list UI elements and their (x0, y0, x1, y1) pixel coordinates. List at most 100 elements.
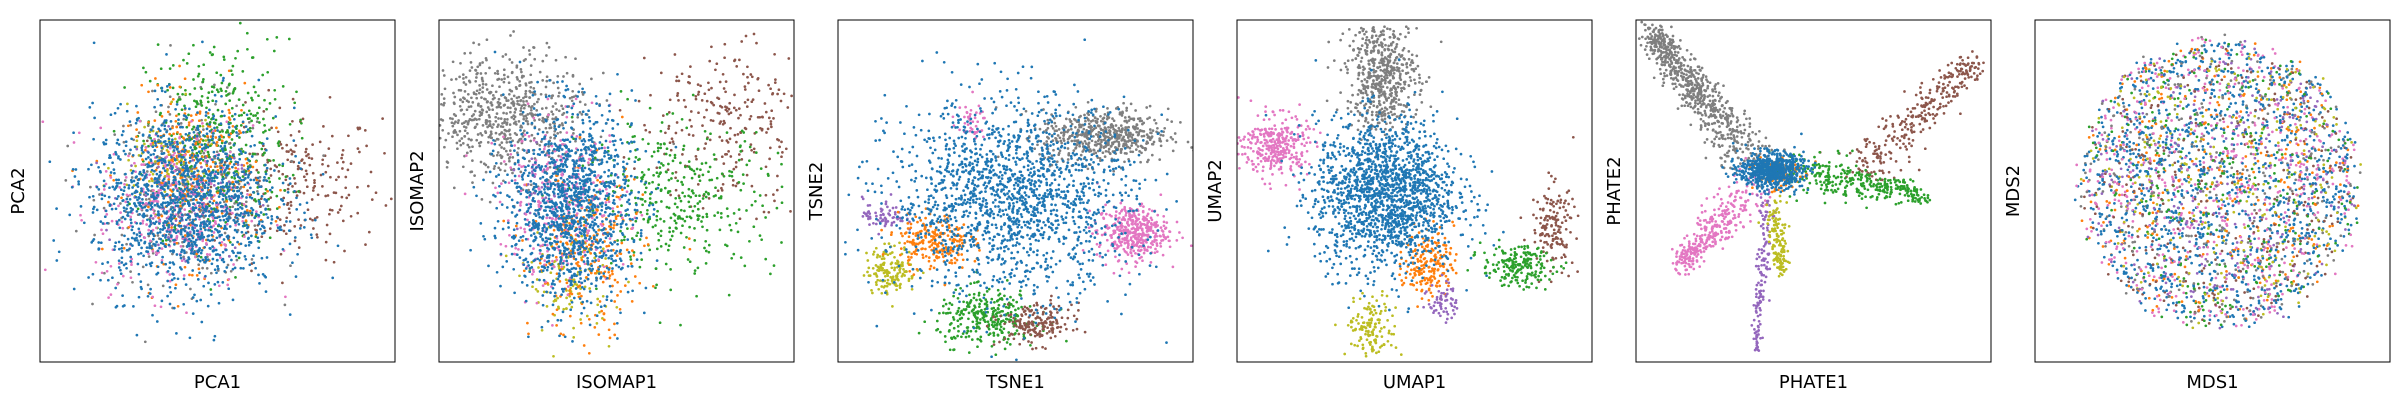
point (313, 184, 317, 188)
point (215, 88, 219, 92)
point (246, 181, 250, 185)
point (262, 110, 266, 113)
point (719, 212, 723, 215)
point (746, 75, 749, 79)
point (126, 102, 129, 106)
point (165, 53, 168, 56)
point (293, 177, 296, 180)
point (701, 124, 704, 127)
point (512, 117, 516, 121)
point (163, 174, 167, 178)
point (144, 148, 147, 152)
point (469, 170, 473, 174)
point (237, 189, 241, 193)
point (254, 114, 258, 117)
point (474, 92, 478, 96)
point (611, 248, 615, 252)
point (232, 163, 236, 166)
point (703, 147, 706, 150)
point (136, 239, 139, 242)
point (321, 172, 325, 176)
point (545, 79, 549, 83)
point (579, 321, 583, 325)
point (256, 239, 260, 243)
point (752, 147, 756, 151)
point (204, 143, 208, 147)
point (159, 140, 162, 143)
point (526, 120, 529, 123)
point (284, 295, 287, 299)
point (120, 233, 124, 237)
point (260, 235, 264, 239)
point (92, 137, 95, 141)
point (149, 287, 152, 291)
point (469, 51, 472, 55)
point (256, 111, 259, 115)
point (442, 74, 446, 77)
point (136, 262, 140, 266)
point (210, 179, 214, 183)
point (236, 49, 240, 53)
point (272, 159, 275, 162)
point (129, 259, 133, 263)
point (497, 117, 500, 120)
point (247, 243, 251, 247)
point (507, 129, 511, 133)
point (184, 161, 188, 165)
point (580, 90, 584, 94)
point (184, 164, 187, 167)
point (233, 196, 237, 199)
point (468, 69, 472, 72)
point (439, 136, 442, 140)
point (559, 332, 563, 336)
point (725, 207, 729, 210)
point (222, 55, 226, 59)
point (488, 108, 491, 111)
point (257, 222, 261, 226)
point (162, 140, 166, 144)
point (503, 121, 506, 124)
point (780, 155, 783, 159)
point (207, 281, 210, 285)
point (175, 234, 179, 238)
axes-frame (39, 19, 396, 363)
point (325, 223, 329, 227)
point (142, 215, 145, 219)
point (97, 188, 101, 191)
point (265, 137, 269, 140)
point (260, 256, 264, 260)
point (707, 170, 710, 174)
point (721, 122, 725, 126)
point (248, 126, 252, 130)
point (502, 111, 505, 115)
point (307, 156, 311, 160)
point (169, 142, 172, 146)
point (741, 173, 745, 176)
point (534, 113, 537, 117)
point (164, 238, 168, 242)
point (324, 258, 328, 262)
point (222, 189, 226, 193)
point (513, 111, 517, 114)
point (605, 99, 609, 102)
point (288, 211, 292, 215)
point (141, 219, 145, 223)
point (696, 214, 699, 217)
point (236, 251, 240, 255)
point (165, 130, 168, 134)
point (544, 85, 548, 89)
point (737, 153, 741, 156)
point (548, 126, 551, 130)
point (164, 236, 167, 239)
point (219, 145, 223, 148)
point (239, 131, 243, 135)
point (129, 215, 133, 219)
point (526, 183, 530, 186)
point (148, 173, 151, 177)
point (234, 125, 237, 129)
point (693, 239, 697, 242)
point (270, 186, 274, 189)
point (100, 247, 104, 251)
point (517, 139, 521, 142)
point (208, 253, 212, 256)
